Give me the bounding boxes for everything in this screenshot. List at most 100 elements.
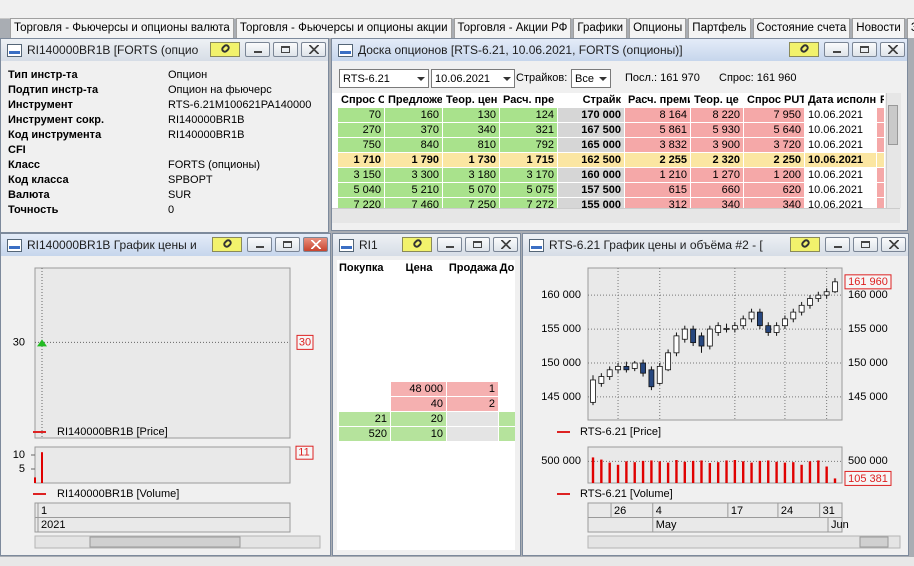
window: Доска опционов [RTS-6.21, 10.06.2021, FO… [331, 38, 908, 231]
title-bar: RI1 [333, 234, 520, 256]
window-icon [529, 239, 544, 252]
order-cell-edge [499, 427, 515, 441]
table-cell: 7 272 [500, 198, 558, 208]
select[interactable]: 10.06.2021 [431, 69, 515, 88]
table-cell: 3 170 [500, 168, 558, 183]
link-icon [799, 237, 812, 250]
minimize-button[interactable] [245, 42, 270, 57]
table-cell: 170 000 [558, 108, 625, 123]
window-icon [339, 239, 354, 252]
tab[interactable]: Золото [906, 18, 914, 38]
link-button[interactable] [210, 42, 240, 57]
minimize-button-glyph [254, 51, 262, 53]
strikes-label: Страйков: [516, 72, 568, 84]
link-button[interactable] [790, 237, 820, 252]
field-value: SUR [168, 189, 192, 201]
table-cell: 3 832 [625, 138, 691, 153]
icon-stripe [9, 51, 20, 54]
horizontal-scrollbar[interactable] [332, 208, 900, 223]
minimize-button-glyph [833, 51, 841, 53]
column-header: Спрос С/ [338, 93, 385, 108]
link-button[interactable] [402, 237, 432, 252]
field-label: Инструмент [8, 99, 73, 111]
table-cell: 3 300 [385, 168, 443, 183]
tab[interactable]: Новости [852, 18, 905, 38]
icon-stripe [531, 246, 542, 249]
select[interactable]: Все [571, 69, 611, 88]
select[interactable]: RTS-6.21 [339, 69, 429, 88]
field-label: Валюта [8, 189, 50, 201]
order-cell-blank [339, 382, 391, 397]
maximize-button[interactable] [465, 237, 490, 252]
table-cell: 660 [691, 183, 744, 198]
table-cell: 160 [385, 108, 443, 123]
minimize-button[interactable] [437, 237, 462, 252]
link-button[interactable] [789, 42, 819, 57]
status-strip [0, 557, 914, 566]
table-cell: 5 640 [744, 123, 805, 138]
table-cell: 1 715 [500, 153, 558, 168]
table-cell: 312 [625, 198, 691, 208]
close-button[interactable] [301, 42, 326, 57]
order-cell-blank [339, 397, 391, 412]
tab[interactable]: Состояние счета [752, 18, 851, 38]
order-cell: 1 [447, 382, 499, 397]
tab-bar: Торговля - Фьючерсы и опционы валюта Торг… [10, 18, 914, 38]
table-cell: 321 [500, 123, 558, 138]
tab[interactable]: Партфель [688, 18, 751, 38]
column-header: Расч. преми [625, 93, 691, 108]
field-label: CFI [8, 144, 26, 156]
link-icon [798, 42, 811, 55]
order-cell: 20 [391, 412, 447, 427]
tab[interactable]: Торговля - Фьючерсы и опционы валюта [10, 18, 234, 38]
minimize-button[interactable] [824, 42, 849, 57]
minimize-button-glyph [834, 246, 842, 248]
column-header: Покупка [339, 262, 384, 274]
window-icon [338, 44, 353, 57]
table-cell: 2 255 [625, 153, 691, 168]
close-button[interactable] [493, 237, 518, 252]
table-cell-blank [877, 138, 885, 153]
maximize-button-glyph [283, 241, 292, 248]
order-cell: 2 [447, 397, 499, 412]
maximize-button[interactable] [853, 237, 878, 252]
tab[interactable]: Опционы [629, 18, 687, 38]
maximize-button[interactable] [275, 237, 300, 252]
table-cell-blank [877, 153, 885, 168]
minimize-button[interactable] [825, 237, 850, 252]
tab[interactable]: Графики [573, 18, 628, 38]
close-button[interactable] [880, 42, 905, 57]
table-cell: 840 [385, 138, 443, 153]
tab[interactable]: Торговля - Акции РФ [453, 18, 572, 38]
order-cell-edge [499, 412, 515, 426]
table-cell: 8 220 [691, 108, 744, 123]
link-icon [221, 237, 234, 250]
column-header: Предложе [385, 93, 443, 108]
table-cell: 10.06.2021 [805, 108, 877, 123]
link-button[interactable] [212, 237, 242, 252]
title-bar: RI140000BR1B [FORTS (опцио [1, 39, 328, 61]
close-button[interactable] [303, 237, 328, 252]
dropdown-arrow [599, 77, 607, 81]
table-cell-blank [877, 183, 885, 198]
dropdown-arrow [503, 77, 511, 81]
window-title: RI1 [359, 238, 378, 252]
maximize-button-glyph [473, 241, 482, 248]
maximize-button[interactable] [852, 42, 877, 57]
scroll-thumb[interactable] [888, 105, 898, 145]
close-button[interactable] [881, 237, 906, 252]
column-header: Страйк [558, 93, 625, 108]
order-cell: 520 [339, 427, 391, 442]
table-cell: 5 075 [500, 183, 558, 198]
maximize-button[interactable] [273, 42, 298, 57]
table-cell: 2 250 [744, 153, 805, 168]
table-cell: 620 [744, 183, 805, 198]
table-cell-blank [877, 198, 885, 208]
icon-stripe [341, 246, 352, 249]
table-cell-blank [877, 123, 885, 138]
column-header: Теор. цен [443, 93, 500, 108]
tab[interactable]: Торговля - Фьючерсы и опционы акции [235, 18, 452, 38]
minimize-button[interactable] [247, 237, 272, 252]
table-cell: 1 210 [625, 168, 691, 183]
table-cell: 10.06.2021 [805, 123, 877, 138]
